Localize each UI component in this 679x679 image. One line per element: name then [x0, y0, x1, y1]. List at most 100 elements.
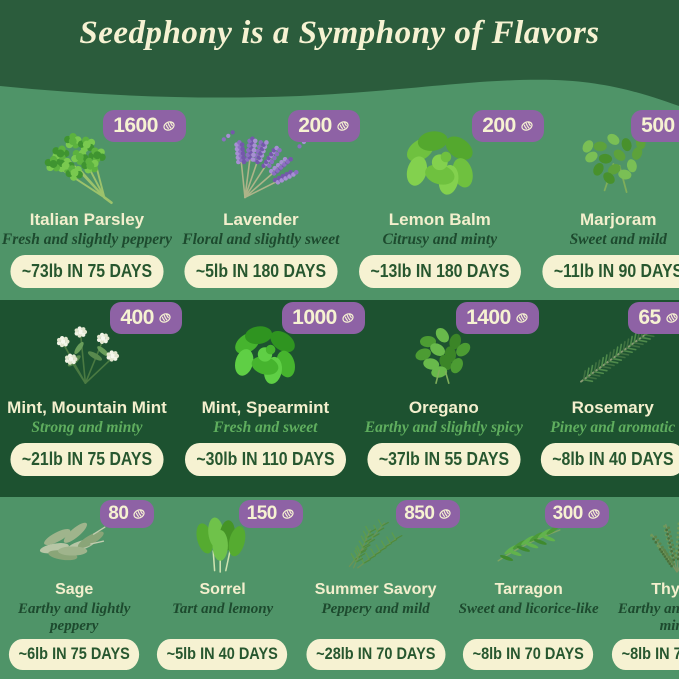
herb-row-2: 400 Mint, Mountain Mint Strong and minty… [0, 300, 679, 497]
header: Seedphony is a Symphony of Flavors [0, 0, 679, 115]
herb-row-1: 1600 Italian Parsley Fresh and slightly … [0, 88, 679, 300]
herb-card-lavender: 200 Lavender Floral and slightly sweet ~… [174, 88, 360, 300]
seed-icon [336, 119, 350, 133]
yield-pill: ~37lb IN 55 DAYS [367, 443, 521, 476]
yield-text: ~28lb IN 70 DAYS [306, 639, 445, 670]
seed-count-value: 850 [404, 503, 435, 524]
seed-count-badge: 200 [472, 110, 544, 142]
yield-text: ~5lb IN 180 DAYS [184, 255, 338, 288]
thyme-photo [603, 509, 679, 579]
herb-card-italian-parsley: 1600 Italian Parsley Fresh and slightly … [0, 88, 186, 300]
sage-photo [0, 509, 148, 579]
seed-count-badge: 80 [100, 500, 155, 528]
sorrel-photo [148, 509, 296, 579]
herb-card-oregano: 1400 Oregano Earthy and slightly spicy ~… [357, 300, 539, 497]
yield-pill: ~8lb IN 70 DAYS [463, 639, 594, 670]
seed-count-value: 300 [552, 503, 584, 524]
herb-name: Summer Savory [314, 581, 437, 598]
herb-card-lemon-balm: 200 Lemon Balm Citrusy and minty ~13lb I… [348, 88, 544, 300]
yield-pill: ~11lb IN 90 DAYS [542, 255, 679, 288]
seed-icon [520, 119, 534, 133]
herb-flavor: Fresh and sweet [213, 419, 318, 436]
page-title: Seedphony is a Symphony of Flavors [79, 15, 600, 51]
herb-name: Mint, Spearmint [201, 398, 330, 417]
italian-parsley-photo [0, 120, 174, 208]
seed-count-value: 1400 [466, 306, 511, 329]
seed-icon [132, 507, 146, 521]
herb-card-rosemary: 65 Rosemary Piney and aromatic ~8lb IN 4… [531, 300, 679, 497]
yield-pill: ~21lb IN 75 DAYS [10, 443, 164, 476]
yield-text: ~6lb IN 75 DAYS [8, 639, 140, 670]
seed-icon [341, 311, 355, 325]
herb-flavor: Piney and aromatic [550, 419, 676, 436]
yield-pill: ~6lb IN 75 DAYS [8, 639, 140, 670]
seed-icon [587, 507, 601, 521]
yield-pill: ~13lb IN 180 DAYS [358, 255, 521, 288]
marjoram-photo [532, 120, 679, 208]
herb-flavor: Earthy and slightly minty [617, 601, 679, 634]
seed-icon [162, 119, 176, 133]
seed-count-value: 80 [108, 503, 129, 524]
seed-icon [665, 311, 679, 325]
seed-count-badge: 200 [288, 110, 360, 142]
herb-card-mountain-mint: 400 Mint, Mountain Mint Strong and minty… [0, 300, 182, 497]
oregano-photo [357, 316, 531, 396]
herb-card-marjoram: 500 Marjoram Sweet and mild ~11lb IN 90 … [532, 88, 679, 300]
seed-icon [438, 507, 452, 521]
yield-text: ~73lb IN 75 DAYS [10, 255, 164, 288]
rosemary-photo [531, 316, 679, 396]
seed-count-badge: 150 [238, 500, 303, 528]
seed-icon [515, 311, 529, 325]
herb-flavor: Sweet and mild [569, 231, 667, 248]
herb-name: Tarragon [494, 581, 563, 598]
seed-count-badge: 400 [110, 302, 182, 334]
seed-count-badge: 65 [628, 302, 679, 334]
yield-pill: ~8lb IN 40 DAYS [540, 443, 679, 476]
summer-savory-photo [297, 509, 455, 579]
yield-text: ~8lb IN 70 DAYS [463, 639, 594, 670]
seed-count-badge: 1400 [456, 302, 539, 334]
yield-text: ~13lb IN 180 DAYS [358, 255, 521, 288]
yield-pill: ~30lb IN 110 DAYS [184, 443, 346, 476]
yield-text: ~11lb IN 90 DAYS [542, 255, 679, 288]
yield-text: ~30lb IN 110 DAYS [184, 443, 346, 476]
herb-flavor: Tart and lemony [172, 601, 274, 617]
herb-name: Lemon Balm [388, 210, 491, 229]
yield-pill: ~73lb IN 75 DAYS [10, 255, 164, 288]
seed-count-value: 1000 [292, 306, 337, 329]
lemon-balm-photo [348, 120, 532, 208]
herb-flavor: Earthy and lightly peppery [17, 601, 131, 634]
yield-text: ~8lb IN 70 DAYS [611, 639, 679, 670]
herb-name: Thyme [651, 581, 679, 598]
yield-text: ~5lb IN 40 DAYS [157, 639, 288, 670]
seed-count-value: 65 [638, 306, 661, 329]
herb-flavor: Floral and slightly sweet [182, 231, 340, 248]
herb-name: Mint, Mountain Mint [7, 398, 167, 417]
yield-pill: ~5lb IN 40 DAYS [157, 639, 288, 670]
herb-flavor: Sweet and licorice-like [458, 601, 599, 617]
seed-count-value: 200 [298, 114, 332, 137]
seed-count-badge: 1600 [103, 110, 186, 142]
herb-card-summer-savory: 850 Summer Savory Peppery and mild ~28lb… [297, 497, 461, 679]
herb-flavor: Citrusy and minty [382, 231, 498, 248]
herb-flavor: Peppery and mild [321, 601, 430, 617]
yield-pill: ~28lb IN 70 DAYS [306, 639, 445, 670]
seed-count-value: 150 [246, 503, 278, 524]
seed-icon [158, 311, 172, 325]
yield-text: ~21lb IN 75 DAYS [10, 443, 164, 476]
seed-count-badge: 500 [631, 110, 679, 142]
spearmint-photo [174, 316, 357, 396]
seed-count-value: 200 [482, 114, 516, 137]
mountain-mint-photo [0, 316, 174, 396]
herb-card-sage: 80 Sage Earthy and lightly peppery ~6lb … [0, 497, 155, 679]
yield-text: ~8lb IN 40 DAYS [540, 443, 679, 476]
seed-count-value: 500 [641, 114, 675, 137]
herb-name: Marjoram [579, 210, 657, 229]
seed-count-badge: 1000 [282, 302, 365, 334]
herb-card-sorrel: 150 Sorrel Tart and lemony ~5lb IN 40 DA… [148, 497, 303, 679]
yield-text: ~37lb IN 55 DAYS [367, 443, 521, 476]
wave-divider [0, 60, 679, 106]
yield-pill: ~5lb IN 180 DAYS [184, 255, 338, 288]
herb-name: Sage [55, 581, 94, 598]
